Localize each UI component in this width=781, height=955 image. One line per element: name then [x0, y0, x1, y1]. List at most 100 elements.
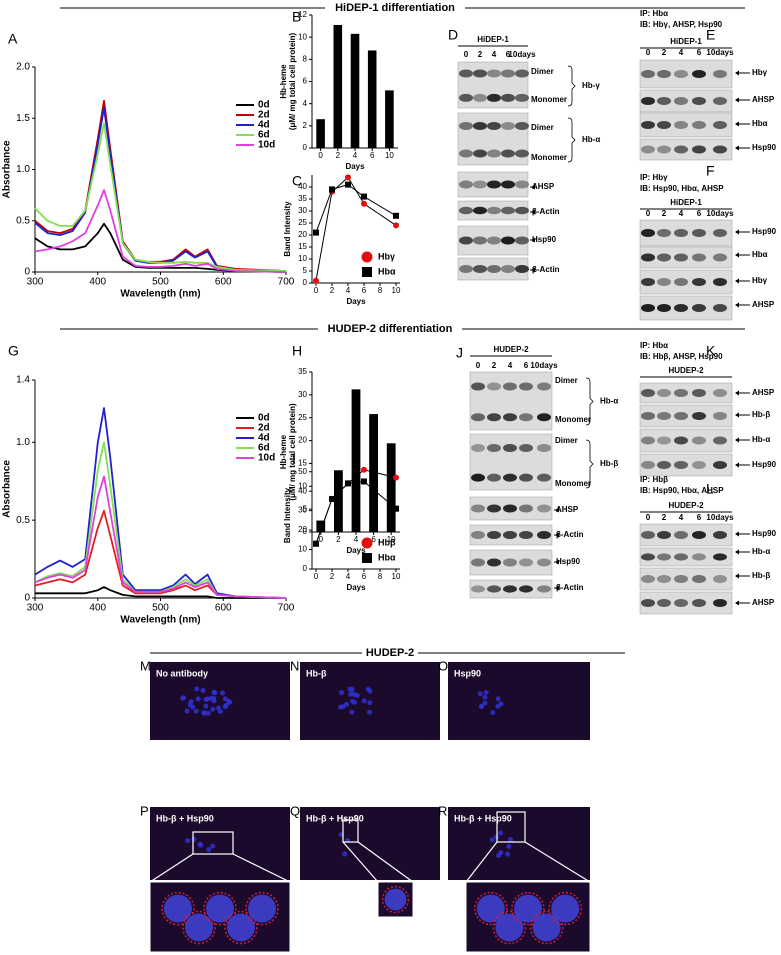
blot-band — [674, 97, 688, 105]
marker — [361, 466, 367, 473]
lane-label: 2 — [492, 361, 497, 370]
legend-label: 0d — [258, 100, 270, 111]
band-label: AHSP — [752, 95, 775, 104]
x-tick-label: 0 — [314, 286, 319, 295]
arrow-head — [735, 229, 739, 235]
panel-label: J — [456, 345, 463, 361]
blot-band — [471, 382, 485, 391]
legend-label: Hbα — [378, 266, 396, 276]
cell-stain — [203, 891, 237, 926]
cell — [367, 709, 373, 715]
x-tick-label: 6 — [362, 286, 367, 295]
band-label: Dimer — [555, 436, 578, 445]
cell-stain — [474, 891, 508, 926]
blot-band — [487, 265, 501, 273]
legend-label: Hbβ — [378, 537, 396, 547]
cell — [193, 708, 199, 714]
blot-image — [457, 112, 529, 166]
blot-band — [692, 412, 706, 420]
cell — [514, 894, 542, 923]
x-tick-label: 8 — [378, 572, 383, 581]
cell — [349, 686, 355, 692]
lane-label: 10days — [508, 50, 536, 59]
blot-band — [674, 599, 688, 607]
cell — [384, 888, 407, 911]
y-tick-label: 35 — [298, 194, 307, 203]
x-tick-label: 700 — [278, 277, 295, 288]
cell — [201, 710, 207, 716]
blot-band — [459, 236, 473, 245]
y-tick-label: 25 — [298, 218, 307, 227]
blot-band — [713, 461, 727, 469]
blot-band — [487, 413, 501, 422]
blot-band — [501, 265, 515, 273]
blot-band — [692, 278, 706, 286]
bar — [386, 443, 396, 532]
blot-band — [519, 585, 533, 593]
lane-label: 4 — [679, 209, 684, 218]
band-label: Monomer — [531, 153, 567, 162]
blot-title: HiDEP-1 — [477, 35, 509, 44]
y-tick-label: 35 — [298, 367, 307, 376]
cell — [203, 697, 209, 703]
cell — [505, 851, 511, 857]
cell — [226, 698, 232, 704]
micrograph-label: Hb-β + Hsp90 — [156, 813, 214, 823]
series-line — [34, 441, 287, 599]
x-axis-label: Wavelength (nm) — [120, 289, 200, 300]
blot-band — [503, 473, 517, 482]
arrow-head — [735, 145, 739, 151]
cell — [164, 894, 192, 923]
blot-band — [692, 304, 706, 312]
bracket — [585, 439, 594, 489]
blot-image — [469, 549, 553, 576]
arrow-head — [531, 267, 535, 273]
y-tick-label: 12 — [298, 10, 307, 19]
cell — [208, 695, 214, 701]
blot-band — [501, 93, 515, 102]
cell — [195, 696, 201, 702]
lane-label: 4 — [508, 361, 513, 370]
blot-band — [501, 236, 515, 245]
lane-label: 0 — [646, 48, 651, 57]
lane-label: 0 — [646, 513, 651, 522]
blot-band — [471, 585, 485, 593]
blot-band — [503, 504, 517, 513]
lane-label: 6 — [506, 50, 511, 59]
blot-band — [657, 278, 671, 286]
blot-band — [692, 97, 706, 105]
blot-band — [537, 504, 551, 513]
blot-band — [459, 69, 473, 78]
x-tick-label: 6 — [362, 572, 367, 581]
y-axis-label: Hb-heme — [279, 64, 288, 99]
blot-band — [692, 389, 706, 397]
x-axis-label: Wavelength (nm) — [120, 615, 200, 626]
blot-band — [674, 145, 688, 154]
panel-label: G — [8, 343, 19, 359]
arrow-head — [555, 532, 559, 538]
legend-marker — [362, 553, 372, 563]
cell-stain — [511, 891, 545, 926]
y-tick-label: 1.0 — [16, 437, 30, 448]
cell — [483, 689, 489, 695]
y-tick-label: 15 — [298, 459, 307, 468]
cell — [191, 836, 197, 842]
y-tick-label: 1.0 — [16, 164, 30, 175]
cell — [248, 894, 276, 923]
section-title: HiDEP-1 differentiation — [335, 2, 455, 14]
y-axis-label: Hb-heme — [279, 434, 288, 469]
y-axis-label: Absorbance — [2, 460, 13, 518]
band-label: β-Actin — [556, 530, 584, 539]
blot-band — [515, 122, 529, 130]
blot-band — [641, 229, 655, 237]
blot-band — [713, 97, 727, 105]
bar — [334, 470, 343, 532]
blot-band — [641, 278, 655, 286]
panel-label: D — [448, 27, 458, 43]
y-tick-label: 8 — [303, 54, 308, 63]
blot-band — [641, 412, 655, 420]
series-line — [34, 407, 287, 599]
marker — [345, 181, 351, 188]
panel-label: N — [290, 658, 299, 673]
blot-band — [501, 206, 515, 215]
